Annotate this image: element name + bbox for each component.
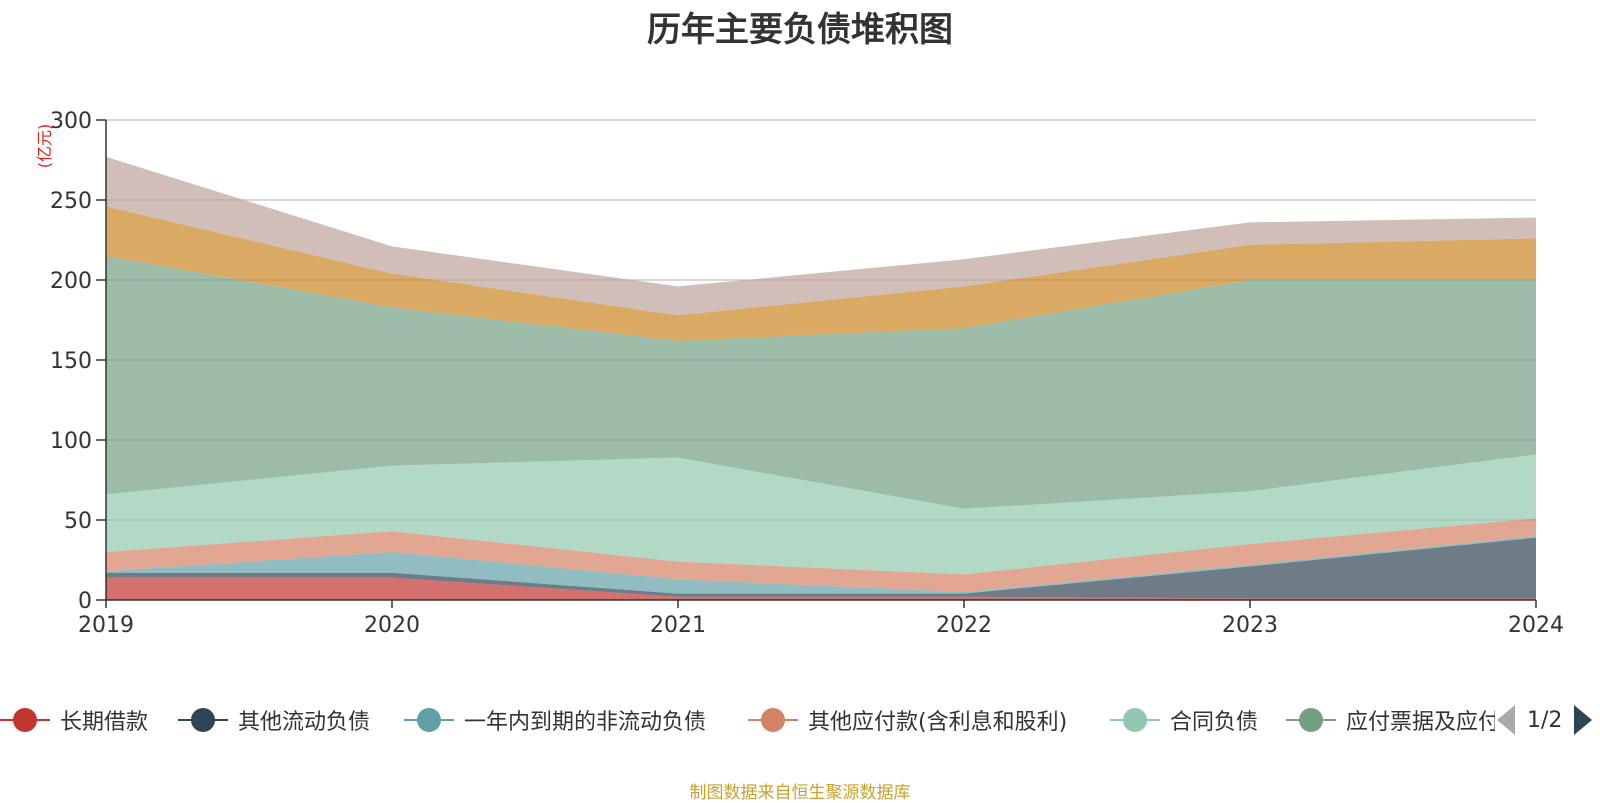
stacked-area-chart: 0 50 100 150 200 250 300(亿元) 2019 2020 2021 2022 20… bbox=[35, 109, 1564, 638]
legend-item[interactable]: 长期借款 bbox=[0, 700, 148, 740]
x-tick-label: 2019 bbox=[78, 613, 134, 638]
area-series-7 bbox=[106, 206, 1536, 341]
y-tick-label: 100 bbox=[50, 429, 92, 454]
legend-label: 合同负债 bbox=[1170, 710, 1259, 735]
area-series-8 bbox=[106, 156, 1536, 316]
area-series-2 bbox=[106, 537, 1536, 599]
legend-item[interactable]: 应付票据及应付账款 bbox=[1286, 700, 1495, 740]
y-tick-label: 200 bbox=[50, 269, 92, 294]
legend: 长期借款 其他流动负债 一年内到期的非流动负债 其他应付款(含利息和股利) 合同负债 应付… bbox=[0, 700, 1495, 740]
legend-pager: 1/2 bbox=[1497, 700, 1593, 740]
data-source-note: 制图数据来自恒生聚源数据库 bbox=[689, 783, 911, 803]
legend-label: 其他流动负债 bbox=[238, 710, 371, 735]
area-series-group bbox=[106, 156, 1536, 600]
x-tick-label: 2021 bbox=[650, 613, 706, 638]
y-tick-label: 50 bbox=[64, 509, 92, 534]
chart-title: 历年主要负债堆积图 bbox=[647, 10, 953, 50]
area-series-4 bbox=[106, 518, 1536, 592]
x-tick-label: 2023 bbox=[1222, 613, 1278, 638]
legend-marker-icon bbox=[1110, 708, 1160, 732]
area-series-1 bbox=[106, 577, 1536, 600]
legend-item[interactable]: 合同负债 bbox=[1110, 700, 1258, 740]
y-axis-unit-label: (亿元) bbox=[35, 124, 54, 169]
legend-label: 其他应付款(含利息和股利) bbox=[808, 710, 1068, 735]
legend-item[interactable]: 其他应付款(含利息和股利) bbox=[748, 700, 1067, 740]
y-tick-label: 150 bbox=[50, 349, 92, 374]
y-tick-label: 300 bbox=[50, 109, 92, 134]
legend-label: 长期借款 bbox=[60, 710, 149, 735]
legend-marker-icon bbox=[404, 708, 454, 732]
legend-label: 应付票据及应付账款 bbox=[1346, 710, 1495, 735]
legend-marker-icon bbox=[178, 708, 228, 732]
legend-label: 一年内到期的非流动负债 bbox=[464, 710, 707, 735]
legend-page-indicator: 1/2 bbox=[1527, 707, 1563, 733]
legend-marker-icon bbox=[0, 708, 50, 732]
y-tick-label: 0 bbox=[78, 589, 92, 614]
legend-next-page-icon[interactable] bbox=[1574, 705, 1593, 735]
legend-marker-icon bbox=[748, 708, 798, 732]
legend-marker-icon bbox=[1286, 708, 1336, 732]
x-tick-label: 2024 bbox=[1508, 613, 1564, 638]
legend-prev-page-icon[interactable] bbox=[1497, 705, 1515, 735]
area-series-6 bbox=[106, 256, 1536, 509]
legend-item[interactable]: 一年内到期的非流动负债 bbox=[404, 700, 706, 740]
x-tick-label: 2022 bbox=[936, 613, 992, 638]
area-series-5 bbox=[106, 454, 1536, 575]
y-tick-label: 250 bbox=[50, 189, 92, 214]
legend-item[interactable]: 其他流动负债 bbox=[178, 700, 370, 740]
x-tick-label: 2020 bbox=[364, 613, 420, 638]
axes: 0 50 100 150 200 250 300(亿元) 2019 2020 2021 2022 20… bbox=[35, 109, 1564, 638]
